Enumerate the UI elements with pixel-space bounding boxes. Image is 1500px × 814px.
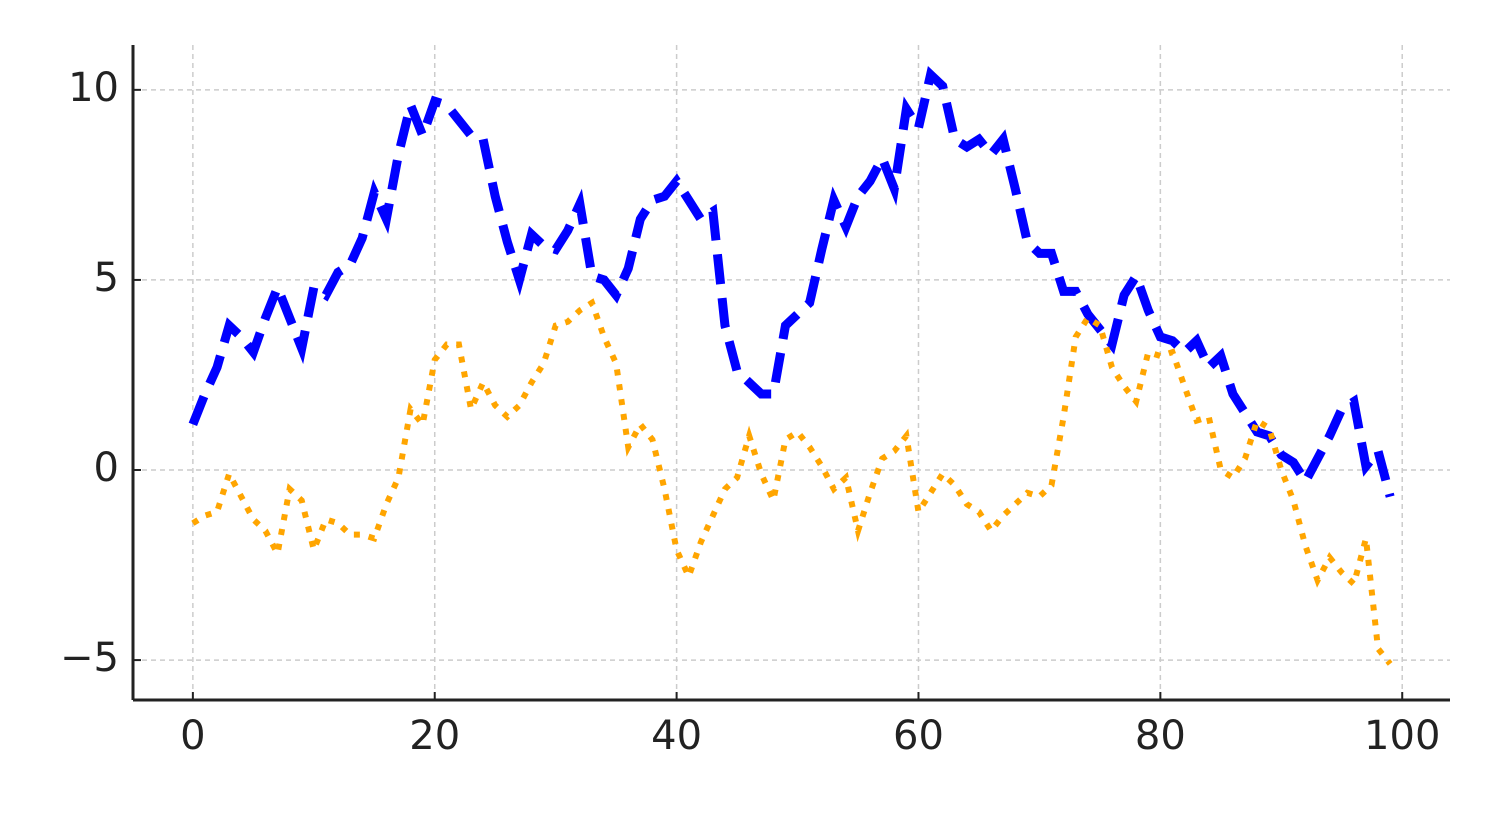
line-series: [188, 65, 1395, 498]
y-tick-label: 0: [94, 445, 119, 491]
x-tick-label: 60: [893, 713, 944, 759]
x-tick-label: 100: [1364, 713, 1440, 759]
line-series: [191, 298, 1393, 666]
x-tick-label: 40: [651, 713, 702, 759]
x-tick-label: 20: [409, 713, 460, 759]
y-tick-label: 5: [94, 255, 119, 301]
x-tick-label: 80: [1135, 713, 1186, 759]
x-tick-label: 0: [180, 713, 205, 759]
y-tick-label: 10: [68, 65, 119, 111]
y-tick-label: −5: [60, 635, 119, 681]
